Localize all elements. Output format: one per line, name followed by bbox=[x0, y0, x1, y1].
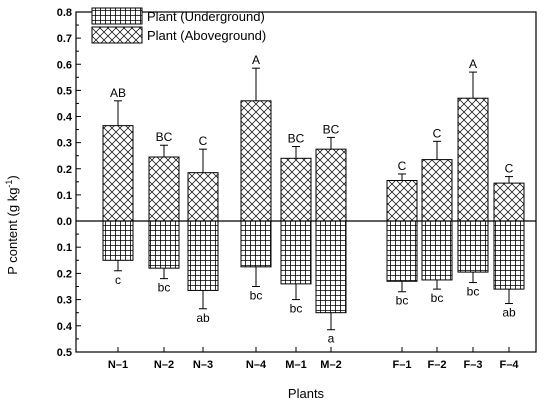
significance-label-underground: c bbox=[115, 273, 121, 287]
bar-aboveground bbox=[421, 159, 453, 222]
bars-layer bbox=[102, 97, 525, 314]
bar-aboveground bbox=[386, 180, 418, 222]
bar-aboveground bbox=[280, 157, 312, 222]
significance-label-underground: ab bbox=[196, 311, 210, 325]
significance-label-aboveground: C bbox=[505, 162, 514, 176]
y-axis-title-close: ) bbox=[5, 175, 20, 179]
x-tick-label: N–3 bbox=[193, 359, 213, 371]
significance-label-underground: a bbox=[328, 332, 335, 346]
significance-label-aboveground: BC bbox=[288, 132, 305, 146]
x-tick-label: M–1 bbox=[285, 359, 306, 371]
y-tick-label: 0.1 bbox=[57, 190, 72, 202]
significance-label-underground: bc bbox=[431, 291, 444, 305]
x-axis-title: Plants bbox=[288, 386, 325, 401]
y-tick-label: 0.1 bbox=[57, 242, 72, 254]
y-axis-title-sup: -1 bbox=[4, 180, 14, 188]
significance-label-underground: ab bbox=[502, 306, 516, 320]
bar-aboveground bbox=[457, 97, 489, 222]
x-tick-label: N–4 bbox=[246, 359, 267, 371]
significance-label-underground: bc bbox=[250, 289, 263, 303]
legend: Plant (Underground) Plant (Aboveground) bbox=[91, 7, 266, 44]
bar-underground bbox=[148, 220, 180, 269]
bar-underground bbox=[493, 220, 525, 290]
y-tick-label: 0.5 bbox=[57, 347, 72, 359]
y-tick-label: 0.2 bbox=[57, 164, 72, 176]
significance-labels-layer: AB c BC bc Cab Abc BC bc BC a Cbc Cbc Abc Cab bbox=[110, 53, 516, 346]
significance-label-aboveground: BC bbox=[323, 122, 340, 136]
x-tick-label: F–2 bbox=[428, 359, 447, 371]
x-tick-label: F–4 bbox=[500, 359, 520, 371]
legend-swatch-underground bbox=[91, 7, 143, 25]
bar-underground bbox=[315, 220, 347, 314]
legend-label-underground: Plant (Underground) bbox=[147, 9, 265, 24]
x-tick-label: F–1 bbox=[393, 359, 412, 371]
y-tick-label: 0.2 bbox=[57, 268, 72, 280]
x-tick-label: N–2 bbox=[154, 359, 174, 371]
y-tick-label: 0.6 bbox=[57, 59, 72, 71]
bar-aboveground bbox=[240, 100, 272, 222]
significance-label-aboveground: C bbox=[433, 126, 442, 140]
y-tick-label: 0.8 bbox=[57, 7, 72, 19]
significance-label-aboveground: BC bbox=[156, 130, 173, 144]
y-tick-label: 0.7 bbox=[57, 33, 72, 45]
significance-label-aboveground: C bbox=[199, 134, 208, 148]
x-tick-label: M–2 bbox=[320, 359, 341, 371]
y-tick-label: 0.4 bbox=[57, 112, 73, 124]
x-axis-ticks: N–1 N–2 N–3 N–4 M–1 M–2 F–1 F–2 F–3 F–4 bbox=[108, 347, 519, 371]
bar-underground bbox=[280, 220, 312, 285]
bar-underground bbox=[457, 220, 489, 273]
x-tick-label: N–1 bbox=[108, 359, 128, 371]
significance-label-aboveground: C bbox=[398, 159, 407, 173]
significance-label-aboveground: A bbox=[252, 53, 260, 67]
significance-label-aboveground: AB bbox=[110, 86, 126, 100]
bar-underground bbox=[102, 220, 134, 261]
legend-label-aboveground: Plant (Aboveground) bbox=[147, 28, 266, 43]
x-tick-label: F–3 bbox=[464, 359, 483, 371]
bar-aboveground bbox=[102, 125, 134, 222]
y-tick-label: 0.3 bbox=[57, 138, 72, 150]
significance-label-underground: bc bbox=[467, 285, 480, 299]
y-axis-ticks: 0.0 0.1 0.2 0.3 0.4 0.5 0.6 0.7 0.8 0.1 0.2 0.3 0.4 0… bbox=[57, 7, 81, 359]
bar-aboveground bbox=[493, 182, 525, 222]
bar-aboveground bbox=[148, 156, 180, 222]
significance-label-aboveground: A bbox=[469, 57, 477, 71]
error-bars-layer bbox=[114, 67, 513, 331]
significance-label-underground: bc bbox=[396, 294, 409, 308]
bar-aboveground bbox=[187, 172, 219, 222]
y-axis-title: P content (g kg-1) bbox=[4, 175, 20, 275]
significance-label-underground: bc bbox=[158, 281, 171, 295]
bar-underground bbox=[421, 220, 453, 281]
y-tick-label: 0.0 bbox=[57, 216, 72, 228]
significance-label-underground: bc bbox=[290, 302, 303, 316]
bar-underground bbox=[187, 220, 219, 291]
bar-underground bbox=[240, 220, 272, 268]
y-tick-label: 0.4 bbox=[57, 321, 73, 333]
legend-swatch-aboveground bbox=[91, 26, 143, 44]
y-tick-label: 0.3 bbox=[57, 295, 72, 307]
y-axis-title-main: P content (g kg bbox=[5, 188, 20, 275]
bar-aboveground bbox=[315, 148, 347, 222]
y-tick-label: 0.5 bbox=[57, 85, 72, 97]
bar-underground bbox=[386, 220, 418, 282]
